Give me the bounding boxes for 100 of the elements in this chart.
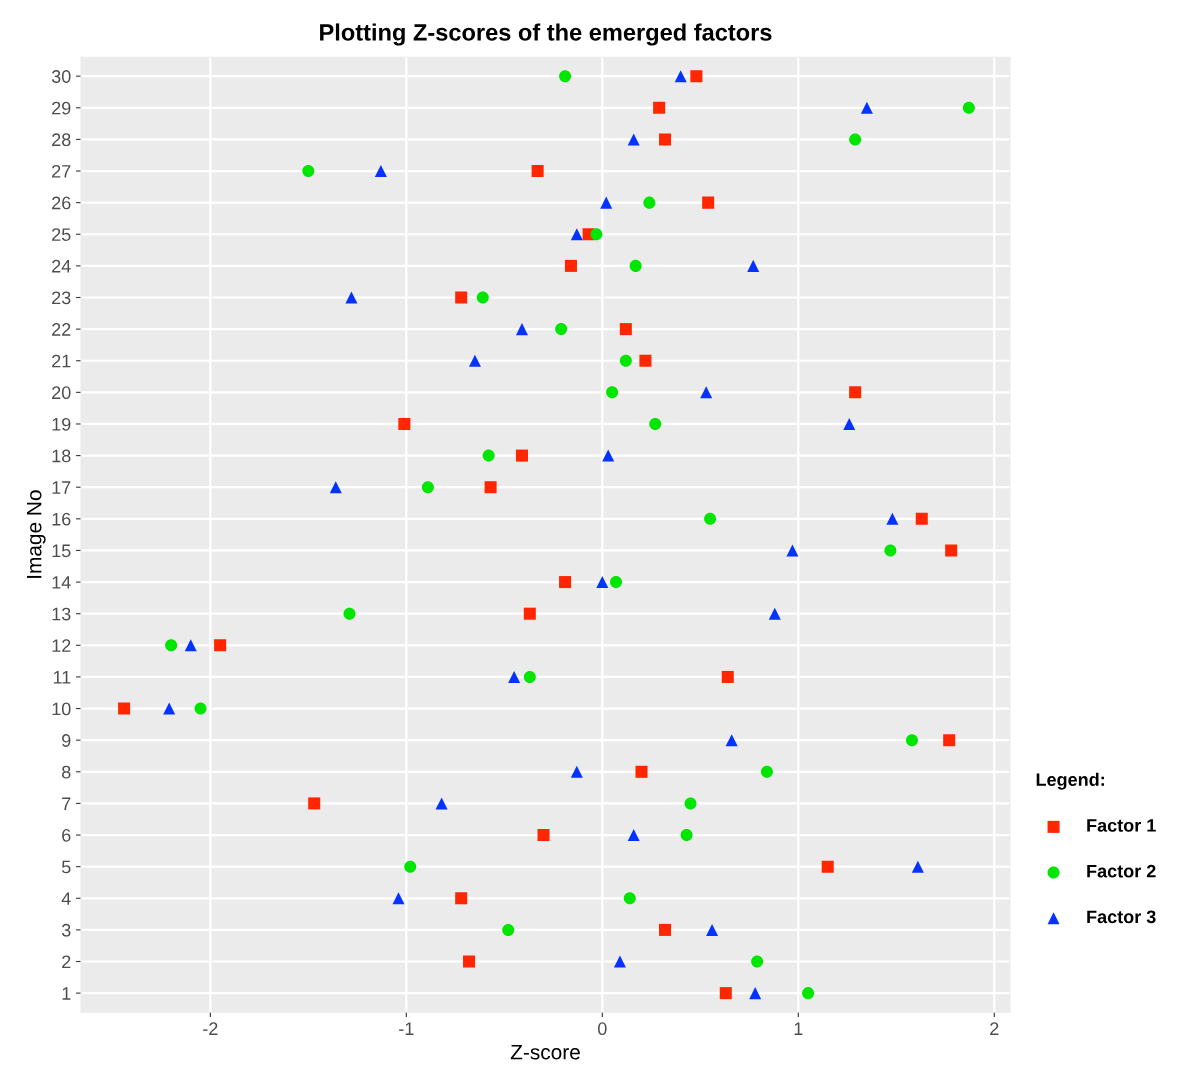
point [843,417,856,430]
point [649,417,662,430]
point [802,987,815,1000]
point [455,892,468,905]
point [704,512,717,525]
point [747,259,760,272]
point [915,512,928,525]
point [600,196,613,209]
x-tick-label: 0 [598,1022,607,1036]
point [684,797,697,810]
point [404,860,417,873]
point [884,544,897,557]
point [374,165,387,178]
point [674,70,687,83]
point [531,165,544,178]
point [308,797,321,810]
point [721,670,734,683]
point [943,734,956,747]
legend-label: Factor 1 [1087,819,1156,832]
point [849,133,862,146]
y-tick-label: 30 [51,70,71,83]
y-tick-label: 21 [52,354,71,368]
point [435,797,448,810]
y-tick-label: 6 [62,828,71,842]
point [502,923,515,936]
point [482,449,495,462]
point [768,607,781,620]
point [680,829,693,842]
point [165,639,178,652]
x-tick-label: -2 [203,1022,218,1035]
point [555,323,568,336]
point [118,702,131,715]
y-tick-label: 12 [52,639,71,652]
point [751,955,764,968]
point [392,892,405,905]
point [596,576,609,589]
y-tick-label: 20 [52,386,71,400]
point [627,133,640,146]
point [760,765,773,778]
point [184,639,197,652]
point [463,955,476,968]
y-tick-label: 5 [61,860,71,874]
y-tick-label: 4 [61,892,71,905]
chart-title: Plotting Z-scores of the emerged factors [320,23,772,46]
y-tick-label: 22 [52,323,71,336]
legend-label: Factor 2 [1087,864,1156,878]
point [725,734,738,747]
point [455,291,468,304]
y-axis-title: Image No [26,490,46,578]
y-tick-label: 3 [61,923,71,937]
y-tick-label: 25 [52,228,71,241]
point [623,892,636,905]
y-tick-label: 24 [52,259,71,273]
y-tick-label: 13 [52,607,71,621]
point [564,259,577,272]
legend-title: Legend: [1036,772,1104,790]
y-tick-label: 26 [52,196,71,210]
point [329,481,342,494]
point [962,101,975,114]
x-tick-label: 1 [794,1022,803,1035]
point [659,923,672,936]
point [905,734,918,747]
point [214,639,227,652]
point [911,860,924,873]
x-axis-title: Z-score [510,1044,580,1060]
point [643,196,656,209]
point [163,702,176,715]
point [619,354,632,367]
point [749,987,762,1000]
point [610,576,623,589]
y-tick-label: 16 [52,512,71,526]
point [570,228,583,241]
point [508,670,521,683]
point [523,670,536,683]
point [613,955,626,968]
point [627,829,640,842]
point [606,386,619,399]
point [343,607,356,620]
point [719,987,732,1000]
y-tick-label: 10 [52,702,71,716]
point [468,354,481,367]
y-tick-label: 15 [52,544,71,558]
x-tick-label: 2 [990,1022,999,1035]
point [194,702,207,715]
y-tick-label: 23 [52,291,71,305]
y-tick-label: 29 [52,101,71,115]
point [702,196,715,209]
point [860,101,873,114]
y-tick-label: 2 [62,955,71,969]
point [523,607,536,620]
point [515,449,528,462]
point [786,544,799,557]
point [629,259,642,272]
point [886,512,899,525]
point [690,70,703,83]
x-tick-label: -1 [399,1022,414,1035]
y-tick-label: 8 [62,765,71,779]
point [706,923,719,936]
point [700,386,713,399]
point [653,101,666,114]
